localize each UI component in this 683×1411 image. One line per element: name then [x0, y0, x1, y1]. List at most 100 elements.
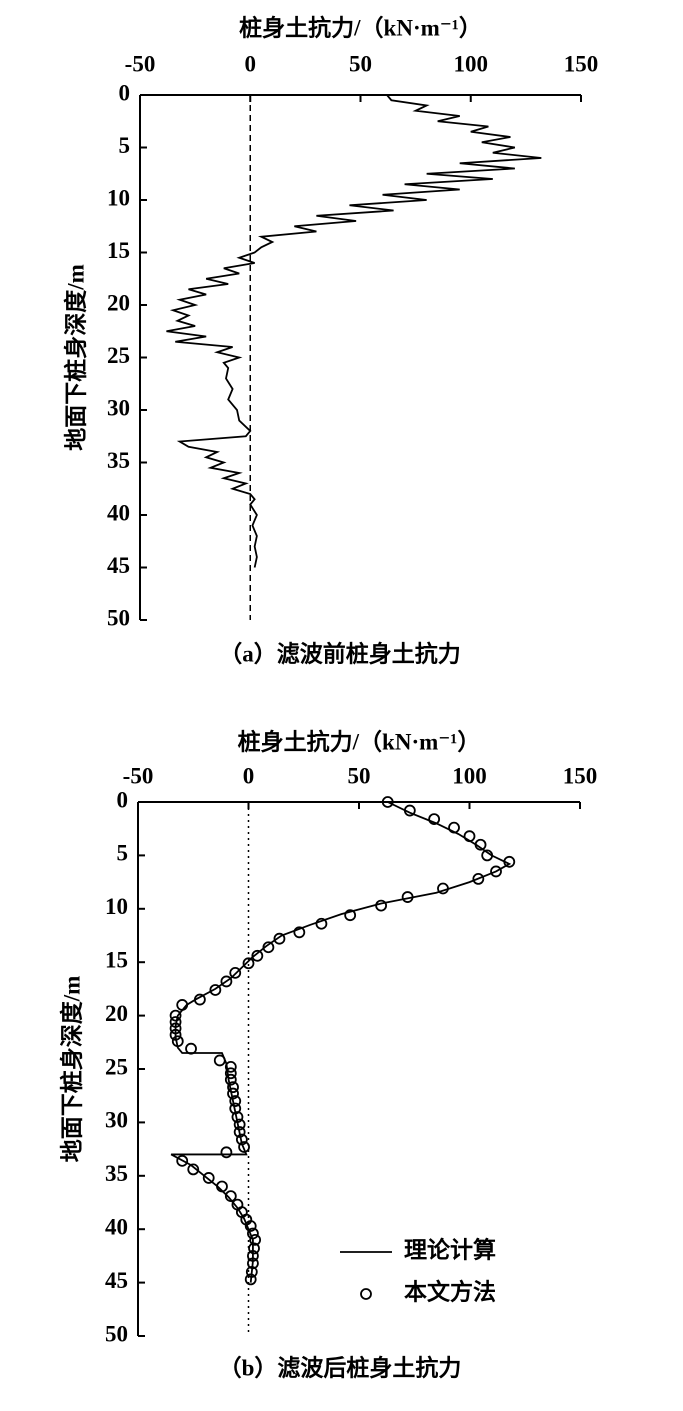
- data-point: [231, 1111, 244, 1123]
- x-tick-label: 150: [563, 763, 598, 788]
- data-point: [375, 899, 388, 912]
- x-tick-label: 50: [349, 51, 372, 76]
- data-point: [428, 813, 441, 825]
- y-tick-label: 20: [105, 1001, 128, 1026]
- y-tick-label: 40: [105, 1214, 128, 1239]
- data-point: [220, 1146, 233, 1159]
- y-tick-label: 0: [117, 787, 129, 812]
- data-point: [235, 1133, 248, 1146]
- x-tick-label: -50: [125, 51, 156, 76]
- data-point: [169, 1028, 182, 1041]
- data-point: [245, 1266, 258, 1278]
- y-tick-label: 30: [105, 1108, 128, 1133]
- data-point: [247, 1250, 259, 1262]
- data-point: [176, 999, 189, 1011]
- data-point: [273, 932, 286, 945]
- x-tick-label: 0: [245, 51, 257, 76]
- data-point: [193, 993, 206, 1006]
- data-point: [202, 1172, 215, 1184]
- data-point: [169, 1009, 182, 1022]
- data-point: [472, 872, 485, 885]
- y-tick-label: 15: [107, 238, 130, 263]
- data-point: [185, 1042, 197, 1055]
- data-point: [169, 1016, 182, 1028]
- data-point: [247, 1257, 259, 1270]
- data-point: [247, 1227, 259, 1240]
- y-tick-label: 45: [107, 553, 130, 578]
- y-tick-label: 5: [117, 841, 129, 866]
- data-point: [490, 865, 502, 878]
- data-point: [227, 1087, 239, 1100]
- data-point: [229, 1095, 242, 1107]
- data-point: [233, 1118, 246, 1131]
- data-point: [238, 1141, 250, 1153]
- data-point: [503, 855, 516, 868]
- y-tick-label: 5: [119, 133, 131, 158]
- y-axis-label: 地面下桩身深度/m: [62, 264, 88, 451]
- data-point: [176, 1154, 189, 1167]
- x-tick-label: 100: [454, 51, 489, 76]
- y-tick-label: 40: [107, 500, 130, 525]
- data-point: [187, 1163, 200, 1176]
- y-tick-label: 25: [105, 1054, 128, 1079]
- data-point: [224, 1067, 237, 1080]
- y-tick-label: 10: [107, 185, 130, 210]
- data-point: [220, 975, 233, 988]
- data-point: [244, 1273, 257, 1286]
- data-point: [216, 1180, 228, 1193]
- x-tick-label: 100: [452, 763, 487, 788]
- y-tick-label: 50: [105, 1321, 128, 1346]
- x-axis-label: 桩身土抗力/（kN·m⁻¹）: [238, 728, 481, 754]
- data-point: [401, 891, 414, 903]
- x-tick-label: -50: [123, 763, 154, 788]
- series-line: [170, 801, 512, 1283]
- y-tick-label: 35: [107, 448, 130, 473]
- data-point: [474, 838, 487, 851]
- data-point: [448, 821, 460, 834]
- data-point: [403, 804, 416, 817]
- data-point: [248, 1242, 260, 1255]
- data-point: [262, 941, 275, 954]
- caption: （b）滤波后桩身土抗力: [219, 1354, 462, 1380]
- y-tick-label: 45: [105, 1268, 128, 1293]
- y-tick-label: 0: [119, 80, 131, 105]
- data-point: [224, 1190, 237, 1202]
- data-point: [249, 1233, 262, 1246]
- legend-swatch: [360, 1288, 372, 1300]
- data-point: [229, 966, 242, 979]
- y-tick-label: 25: [107, 343, 130, 368]
- data-point: [224, 1073, 237, 1086]
- data-point: [437, 882, 449, 895]
- y-tick-label: 35: [105, 1161, 128, 1186]
- data-point: [344, 909, 357, 922]
- data-point: [242, 957, 255, 970]
- x-tick-label: 0: [243, 763, 255, 788]
- x-tick-label: 50: [348, 763, 371, 788]
- data-point: [481, 849, 494, 862]
- data-point: [463, 830, 476, 843]
- y-tick-label: 10: [105, 894, 128, 919]
- x-axis-label: 桩身土抗力/（kN·m⁻¹）: [239, 14, 482, 40]
- y-tick-label: 30: [107, 395, 130, 420]
- data-point: [233, 1126, 246, 1138]
- data-point: [227, 1081, 239, 1094]
- y-tick-label: 50: [107, 605, 130, 630]
- y-axis-label: 地面下桩身深度/m: [58, 976, 84, 1163]
- data-point: [229, 1102, 242, 1115]
- legend-label: 理论计算: [404, 1236, 496, 1262]
- data-point: [381, 796, 394, 808]
- data-point: [169, 1022, 182, 1035]
- data-point: [293, 926, 306, 939]
- caption: （a）滤波前桩身土抗力: [219, 640, 461, 666]
- data-point: [224, 1060, 237, 1073]
- data-point: [209, 984, 222, 996]
- data-point: [315, 917, 328, 930]
- series-line: [166, 94, 542, 568]
- data-point: [251, 949, 264, 962]
- data-point: [213, 1054, 226, 1067]
- data-point: [171, 1035, 184, 1048]
- legend-label: 本文方法: [404, 1278, 496, 1304]
- y-tick-label: 20: [107, 290, 130, 315]
- y-tick-label: 15: [105, 947, 128, 972]
